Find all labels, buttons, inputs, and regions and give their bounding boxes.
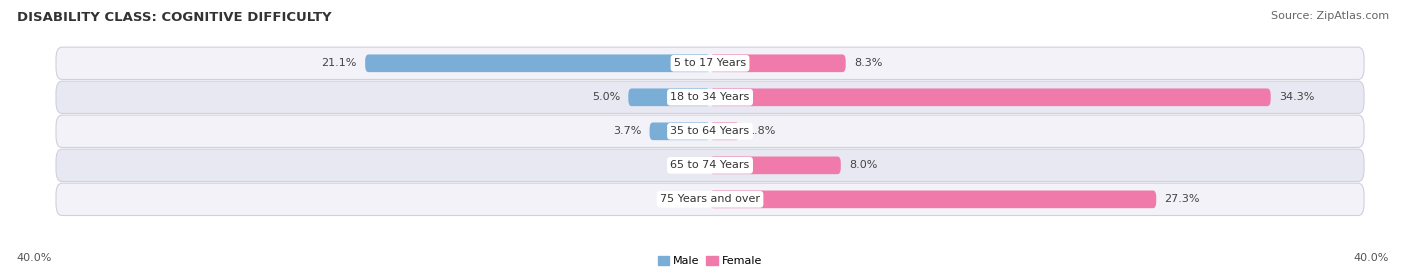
Text: 5.0%: 5.0% <box>592 92 620 102</box>
Text: Source: ZipAtlas.com: Source: ZipAtlas.com <box>1271 11 1389 21</box>
Text: 5 to 17 Years: 5 to 17 Years <box>673 58 747 68</box>
Text: 18 to 34 Years: 18 to 34 Years <box>671 92 749 102</box>
Text: 8.3%: 8.3% <box>853 58 882 68</box>
Text: 3.7%: 3.7% <box>613 126 641 136</box>
Text: 0.0%: 0.0% <box>673 194 702 204</box>
Text: 40.0%: 40.0% <box>17 253 52 263</box>
Text: 8.0%: 8.0% <box>849 160 877 170</box>
FancyBboxPatch shape <box>650 122 710 140</box>
FancyBboxPatch shape <box>710 54 845 72</box>
Text: 75 Years and over: 75 Years and over <box>659 194 761 204</box>
FancyBboxPatch shape <box>710 88 1271 106</box>
FancyBboxPatch shape <box>56 183 1364 215</box>
FancyBboxPatch shape <box>710 157 841 174</box>
Text: DISABILITY CLASS: COGNITIVE DIFFICULTY: DISABILITY CLASS: COGNITIVE DIFFICULTY <box>17 11 332 24</box>
Text: 35 to 64 Years: 35 to 64 Years <box>671 126 749 136</box>
FancyBboxPatch shape <box>628 88 710 106</box>
FancyBboxPatch shape <box>710 191 1156 208</box>
Legend: Male, Female: Male, Female <box>654 251 766 268</box>
Text: 1.8%: 1.8% <box>748 126 776 136</box>
Text: 21.1%: 21.1% <box>322 58 357 68</box>
FancyBboxPatch shape <box>56 47 1364 79</box>
Text: 40.0%: 40.0% <box>1354 253 1389 263</box>
FancyBboxPatch shape <box>366 54 710 72</box>
FancyBboxPatch shape <box>56 115 1364 147</box>
FancyBboxPatch shape <box>710 122 740 140</box>
Text: 27.3%: 27.3% <box>1164 194 1199 204</box>
Text: 0.0%: 0.0% <box>673 160 702 170</box>
FancyBboxPatch shape <box>56 81 1364 113</box>
FancyBboxPatch shape <box>56 149 1364 181</box>
Text: 34.3%: 34.3% <box>1279 92 1315 102</box>
Text: 65 to 74 Years: 65 to 74 Years <box>671 160 749 170</box>
